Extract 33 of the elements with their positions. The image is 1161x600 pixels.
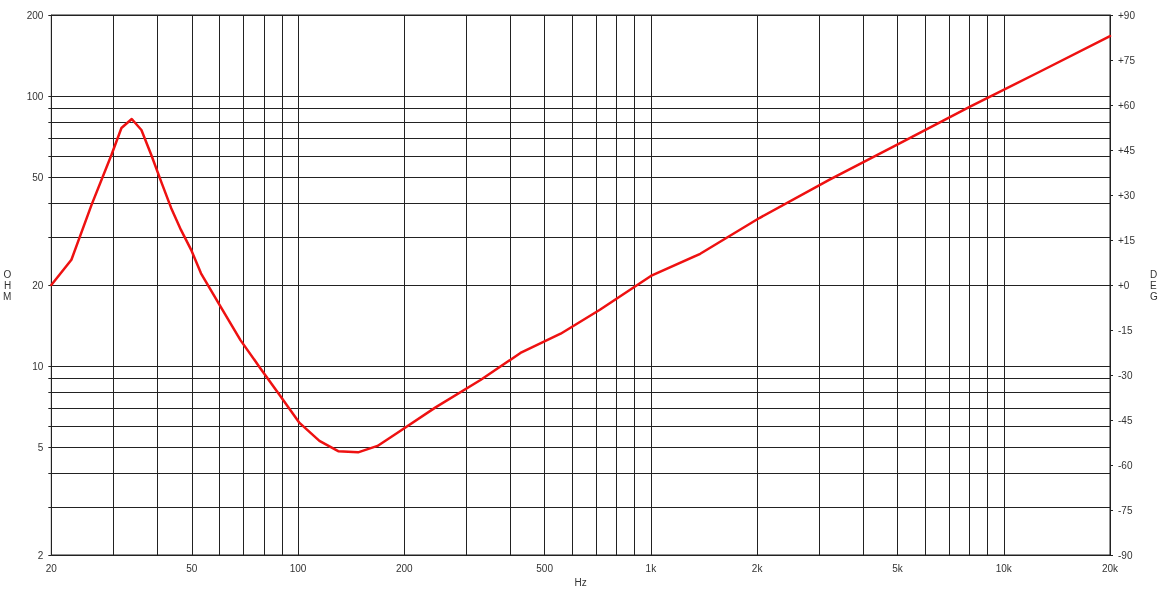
x-tick-label: 5k (892, 562, 904, 574)
y2-tick-label: -90 (1118, 549, 1133, 561)
x-tick-label: 20k (1101, 562, 1120, 574)
x-tick-label: 50 (186, 562, 198, 574)
y-tick-label: 10 (32, 360, 44, 372)
y-tick-label: 100 (26, 90, 44, 102)
x-tick-label: 100 (289, 562, 307, 574)
x-tick-label: 200 (395, 562, 413, 574)
x-tick-label: 2k (751, 562, 764, 574)
y-axis-title: OHM (2, 268, 12, 302)
y2-tick-label: +30 (1118, 189, 1136, 201)
y-tick-label: 5 (37, 442, 44, 454)
y2-tick-label: +90 (1118, 9, 1136, 21)
x-tick-label: 1k (645, 562, 658, 574)
y2-axis-title: DEG (1150, 268, 1158, 302)
y2-tick-label: +75 (1118, 54, 1136, 66)
y-tick-label: 2 (37, 549, 44, 561)
y2-tick-label: +45 (1118, 144, 1136, 156)
y2-tick-label: -30 (1118, 369, 1133, 381)
y2-tick-label: -45 (1118, 414, 1133, 426)
y2-tick-label: +60 (1118, 99, 1136, 111)
y-tick-label: 20 (32, 279, 44, 291)
y2-tick-label: -60 (1118, 459, 1133, 471)
y2-tick-label: -75 (1118, 504, 1133, 516)
x-tick-label: 10k (995, 562, 1013, 574)
x-tick-label: 500 (536, 562, 554, 574)
x-axis-title: Hz (574, 577, 587, 589)
y-tick-label: 50 (32, 172, 44, 184)
y-tick-label: 200 (26, 9, 44, 21)
y2-tick-label: -15 (1118, 324, 1133, 336)
x-tick-label: 20 (45, 562, 58, 574)
y2-tick-label: +15 (1118, 234, 1136, 246)
y2-tick-label: +0 (1118, 279, 1130, 291)
